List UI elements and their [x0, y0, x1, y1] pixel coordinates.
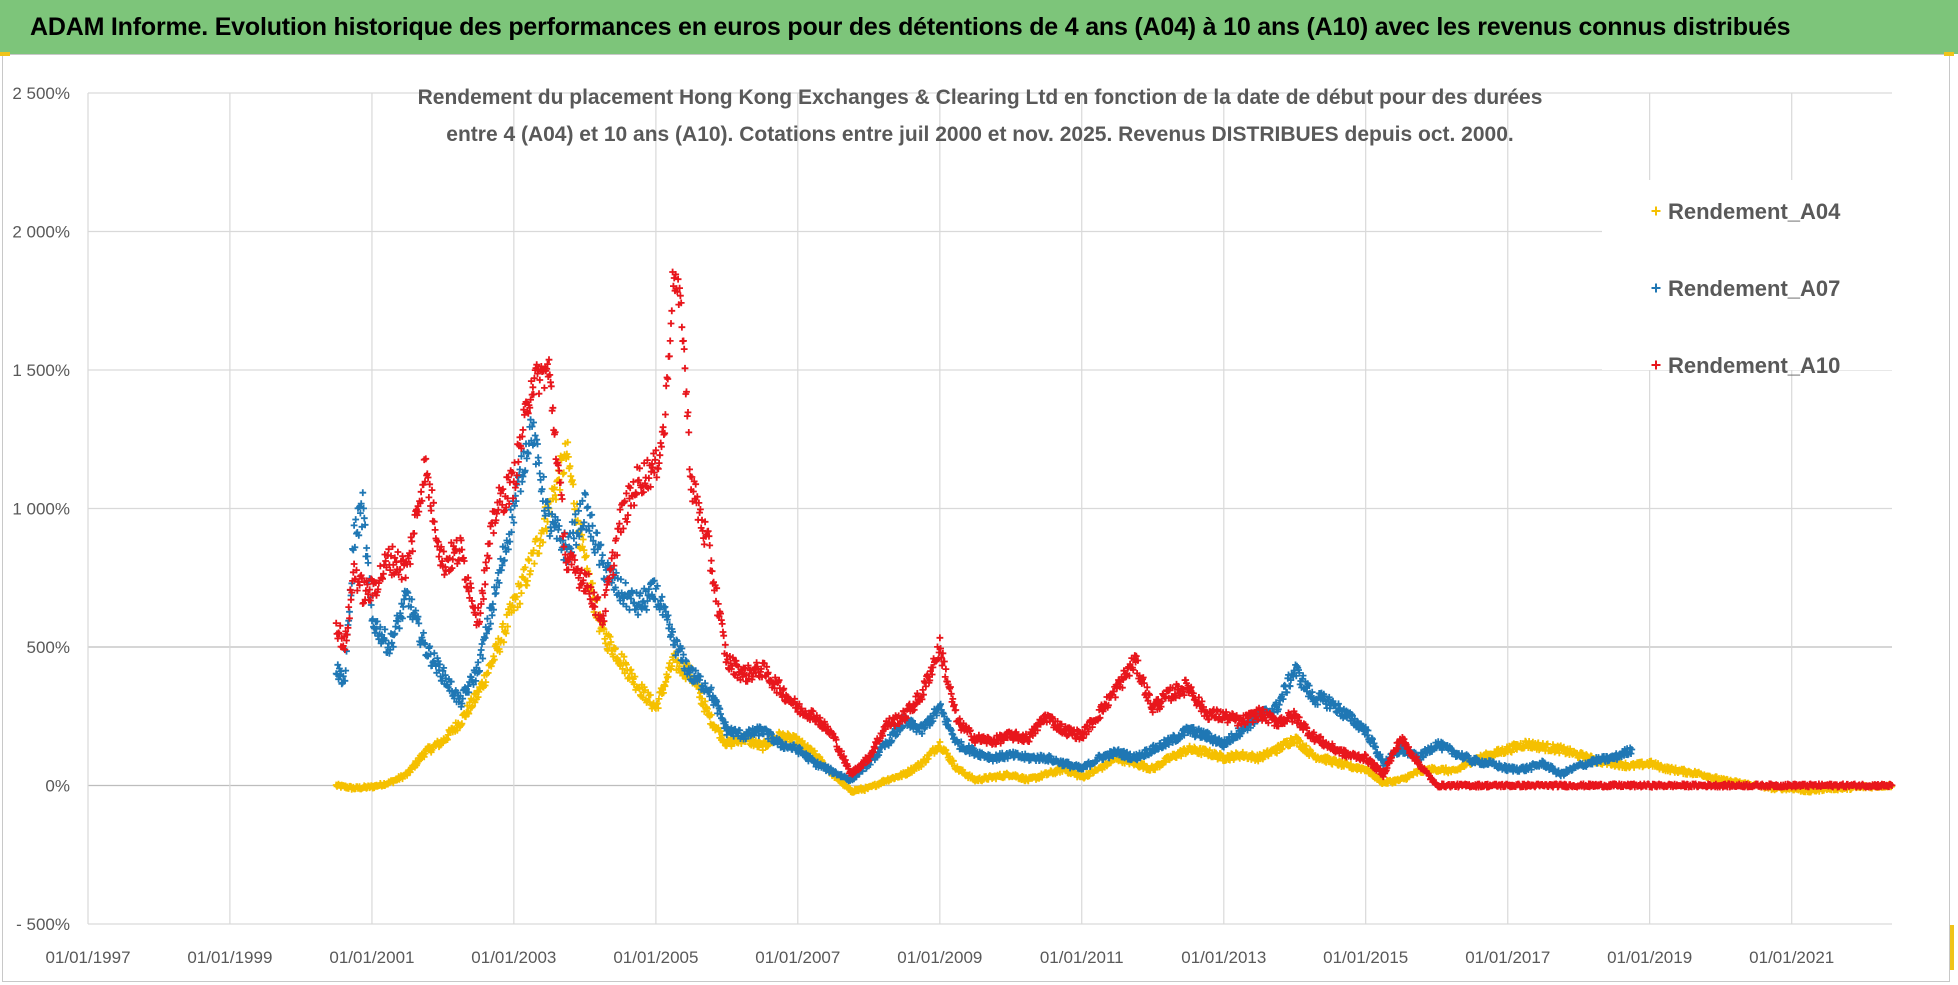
chart-frame	[2, 54, 1950, 982]
x-tick-label: 01/01/2021	[1749, 948, 1834, 967]
x-tick-label: 01/01/2001	[329, 948, 414, 967]
x-tick-label: 01/01/1999	[187, 948, 272, 967]
corner-mark-top-right	[1944, 52, 1954, 56]
legend-label: Rendement_A07	[1668, 276, 1840, 301]
legend: Rendement_A04 Rendement_A07 Rendement_A10	[1651, 199, 1841, 378]
y-tick-label: 2 000%	[12, 223, 70, 242]
x-tick-label: 01/01/2005	[613, 948, 698, 967]
report-banner: ADAM Informe. Evolution historique des p…	[0, 0, 1958, 54]
y-tick-label: 1 000%	[12, 500, 70, 519]
x-axis-ticks: 01/01/1997 01/01/1999 01/01/2001 01/01/2003…	[45, 948, 1834, 967]
legend-label: Rendement_A04	[1668, 199, 1841, 224]
x-tick-label: 01/01/1997	[45, 948, 130, 967]
legend-marker-Rendement_A10	[1651, 360, 1661, 370]
series-Rendement_A07	[332, 416, 1636, 785]
y-tick-label: - 500%	[16, 915, 70, 934]
chart-title-line-1: Rendement du placement Hong Kong Exchang…	[418, 86, 1543, 109]
legend-marker-Rendement_A07	[1651, 283, 1661, 293]
corner-mark-top-left	[0, 52, 10, 56]
x-tick-label: 01/01/2019	[1607, 948, 1692, 967]
corner-mark-bottom-right	[1950, 925, 1954, 970]
series-layer	[332, 268, 1896, 796]
series-markers	[332, 438, 1896, 796]
series-Rendement_A10	[332, 268, 1896, 791]
series-markers	[332, 268, 1896, 791]
y-tick-label: 0%	[45, 777, 70, 796]
y-tick-label: 2 500%	[12, 84, 70, 103]
y-tick-label: 1 500%	[12, 361, 70, 380]
series-Rendement_A04	[332, 438, 1896, 796]
x-tick-label: 01/01/2013	[1181, 948, 1266, 967]
x-tick-label: 01/01/2009	[897, 948, 982, 967]
legend-marker-Rendement_A04	[1651, 206, 1661, 216]
x-tick-label: 01/01/2007	[755, 948, 840, 967]
report-title: ADAM Informe. Evolution historique des p…	[30, 12, 1791, 41]
chart-title-line-2: entre 4 (A04) et 10 ans (A10). Cotations…	[446, 123, 1513, 146]
series-markers	[332, 416, 1636, 785]
x-tick-label: 01/01/2003	[471, 948, 556, 967]
x-tick-label: 01/01/2011	[1040, 948, 1124, 967]
legend-label: Rendement_A10	[1668, 353, 1840, 378]
y-tick-label: 500%	[27, 638, 70, 657]
x-tick-label: 01/01/2017	[1465, 948, 1550, 967]
y-axis-ticks: 2 500% 2 000% 1 500% 1 000% 500% 0% - 500%	[12, 84, 70, 934]
x-tick-label: 01/01/2015	[1323, 948, 1408, 967]
